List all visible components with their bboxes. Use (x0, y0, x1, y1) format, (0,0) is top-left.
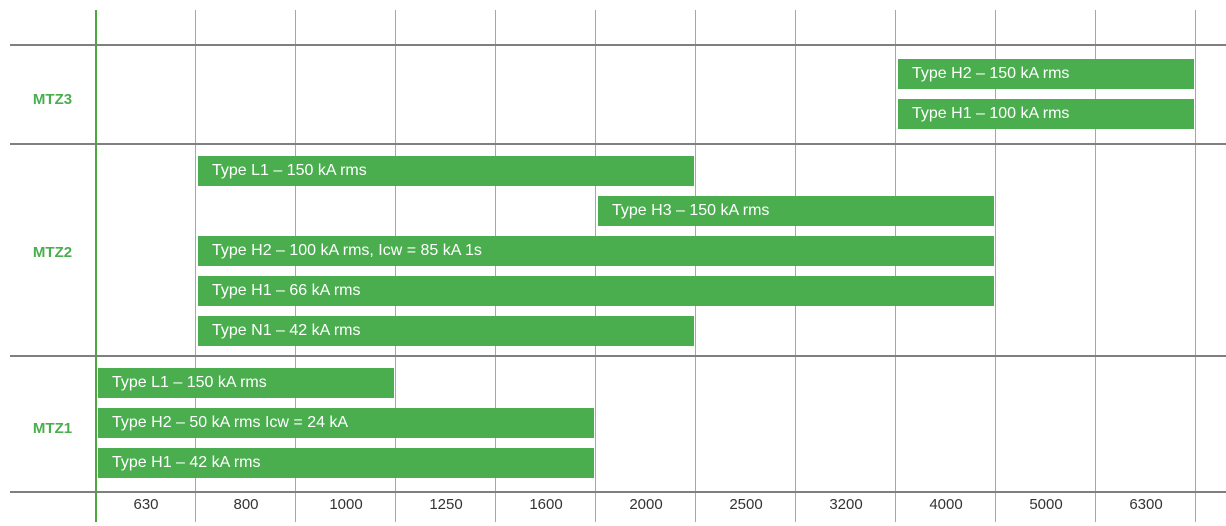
y-axis-line (95, 10, 97, 522)
x-tick-label: 800 (233, 496, 259, 513)
range-bar: Type N1 – 42 kA rms (198, 316, 694, 346)
x-tick-label: 1600 (529, 496, 563, 513)
range-bar: Type L1 – 150 kA rms (98, 368, 394, 398)
x-tick-label: 5000 (1029, 496, 1063, 513)
x-tick-label: 1250 (429, 496, 463, 513)
group-separator (10, 143, 1226, 145)
group-separator (10, 44, 1226, 46)
range-bar: Type H2 – 150 kA rms (898, 59, 1194, 89)
grid-line-vertical (395, 10, 396, 522)
x-tick-label: 2500 (729, 496, 763, 513)
range-bar: Type H3 – 150 kA rms (598, 196, 994, 226)
grid-line-vertical (795, 10, 796, 522)
range-bar: Type H1 – 66 kA rms (198, 276, 994, 306)
range-bar: Type L1 – 150 kA rms (198, 156, 694, 186)
group-separator (10, 355, 1226, 357)
grid-line-vertical (895, 10, 896, 522)
x-tick-label: 1000 (329, 496, 363, 513)
x-tick-label: 3200 (829, 496, 863, 513)
x-tick-label: 4000 (929, 496, 963, 513)
x-tick-label: 6300 (1129, 496, 1163, 513)
grid-line-vertical (995, 10, 996, 522)
group-label-mtz2: MTZ2 (32, 244, 73, 261)
range-bar: Type H2 – 50 kA rms Icw = 24 kA (98, 408, 594, 438)
grid-line-vertical (195, 10, 196, 522)
grid-line-vertical (295, 10, 296, 522)
grid-line-vertical (495, 10, 496, 522)
range-bar: Type H1 – 42 kA rms (98, 448, 594, 478)
x-tick-label: 630 (133, 496, 159, 513)
grid-line-vertical (1095, 10, 1096, 522)
grid-line-vertical (595, 10, 596, 522)
group-separator (10, 491, 1226, 493)
range-bar: Type H1 – 100 kA rms (898, 99, 1194, 129)
range-bar: Type H2 – 100 kA rms, Icw = 85 kA 1s (198, 236, 994, 266)
x-tick-label: 2000 (629, 496, 663, 513)
group-label-mtz3: MTZ3 (32, 91, 73, 108)
grid-line-vertical (1195, 10, 1196, 522)
grid-line-vertical (695, 10, 696, 522)
group-label-mtz1: MTZ1 (32, 420, 73, 437)
